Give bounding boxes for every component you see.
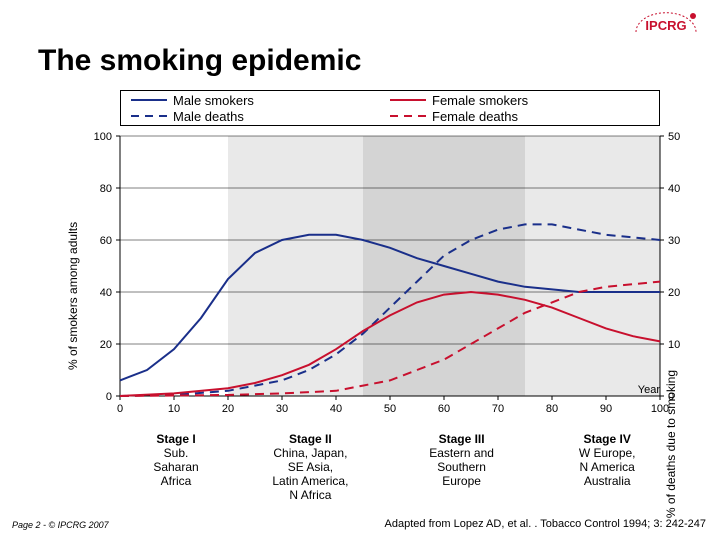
legend-label: Male deaths bbox=[173, 109, 244, 124]
legend-swatch bbox=[390, 99, 426, 101]
stage-title: Stage I bbox=[120, 432, 232, 446]
legend-item-male-smokers: Male smokers bbox=[131, 92, 390, 108]
legend-swatch bbox=[390, 115, 426, 117]
legend-swatch bbox=[131, 99, 167, 101]
stage-column: Stage IVW Europe,N AmericaAustralia bbox=[534, 432, 680, 502]
stage-column: Stage IIIEastern andSouthernEurope bbox=[389, 432, 535, 502]
legend-label: Female smokers bbox=[432, 93, 528, 108]
svg-text:0: 0 bbox=[668, 391, 674, 403]
svg-text:20: 20 bbox=[222, 403, 234, 415]
svg-text:100: 100 bbox=[651, 403, 669, 415]
stage-line: China, Japan, bbox=[232, 446, 389, 460]
svg-text:30: 30 bbox=[668, 235, 680, 247]
legend-label: Male smokers bbox=[173, 93, 254, 108]
svg-text:100: 100 bbox=[94, 131, 112, 143]
footer-citation: Adapted from Lopez AD, et al. . Tobacco … bbox=[385, 518, 706, 530]
svg-text:40: 40 bbox=[100, 287, 112, 299]
stages-row: Stage ISub.SaharanAfricaStage IIChina, J… bbox=[120, 432, 680, 502]
svg-text:90: 90 bbox=[600, 403, 612, 415]
stage-line: Sub. bbox=[120, 446, 232, 460]
svg-text:80: 80 bbox=[546, 403, 558, 415]
legend-item-male-deaths: Male deaths bbox=[131, 108, 390, 124]
brand-logo: IPCRG bbox=[630, 8, 702, 44]
footer-copyright: Page 2 - © IPCRG 2007 bbox=[12, 520, 109, 530]
stage-line: W Europe, bbox=[534, 446, 680, 460]
chart-legend: Male smokers Female smokers Male deaths … bbox=[120, 90, 660, 126]
stage-column: Stage ISub.SaharanAfrica bbox=[120, 432, 232, 502]
stage-line: Saharan bbox=[120, 460, 232, 474]
stage-title: Stage III bbox=[389, 432, 535, 446]
svg-text:40: 40 bbox=[330, 403, 342, 415]
legend-swatch bbox=[131, 115, 167, 117]
svg-text:10: 10 bbox=[668, 339, 680, 351]
stage-column: Stage IIChina, Japan,SE Asia,Latin Ameri… bbox=[232, 432, 389, 502]
svg-text:0: 0 bbox=[106, 391, 112, 403]
stage-line: SE Asia, bbox=[232, 460, 389, 474]
legend-label: Female deaths bbox=[432, 109, 518, 124]
legend-item-female-smokers: Female smokers bbox=[390, 92, 649, 108]
stage-line: N America bbox=[534, 460, 680, 474]
stage-line: Africa bbox=[120, 474, 232, 488]
svg-text:0: 0 bbox=[117, 403, 123, 415]
stage-line: Latin America, bbox=[232, 474, 389, 488]
y-axis-left-label: % of smokers among adults bbox=[66, 222, 80, 370]
legend-item-female-deaths: Female deaths bbox=[390, 108, 649, 124]
stage-line: Southern bbox=[389, 460, 535, 474]
svg-text:10: 10 bbox=[168, 403, 180, 415]
stage-line: Australia bbox=[534, 474, 680, 488]
svg-text:70: 70 bbox=[492, 403, 504, 415]
stage-line: N Africa bbox=[232, 488, 389, 502]
svg-text:20: 20 bbox=[100, 339, 112, 351]
svg-text:50: 50 bbox=[668, 131, 680, 143]
svg-text:30: 30 bbox=[276, 403, 288, 415]
stage-line: Eastern and bbox=[389, 446, 535, 460]
chart-container: Male smokers Female smokers Male deaths … bbox=[70, 90, 660, 430]
logo-text: IPCRG bbox=[645, 18, 686, 33]
svg-text:80: 80 bbox=[100, 183, 112, 195]
stage-line: Europe bbox=[389, 474, 535, 488]
chart-svg: 0204060801000102030405001020304050607080… bbox=[120, 136, 660, 426]
chart-plot: 0204060801000102030405001020304050607080… bbox=[120, 136, 660, 396]
svg-text:60: 60 bbox=[100, 235, 112, 247]
stage-title: Stage IV bbox=[534, 432, 680, 446]
svg-text:60: 60 bbox=[438, 403, 450, 415]
svg-text:40: 40 bbox=[668, 183, 680, 195]
x-axis-label: Year bbox=[638, 384, 660, 396]
svg-text:50: 50 bbox=[384, 403, 396, 415]
svg-text:20: 20 bbox=[668, 287, 680, 299]
stage-title: Stage II bbox=[232, 432, 389, 446]
page-title: The smoking epidemic bbox=[38, 44, 361, 78]
